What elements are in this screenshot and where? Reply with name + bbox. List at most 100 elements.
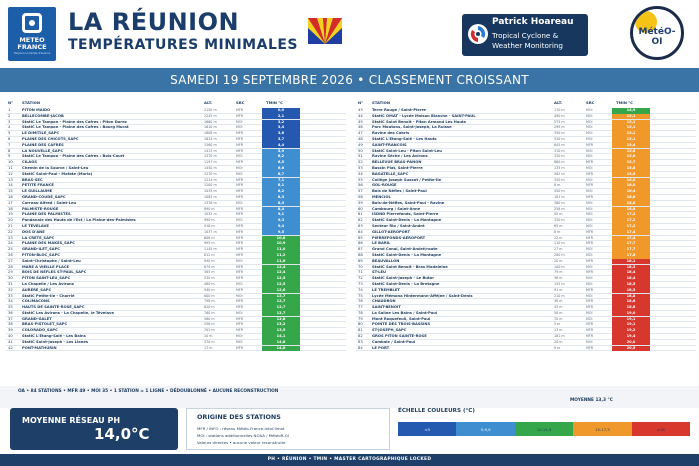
row-source: MOI — [586, 223, 593, 228]
row-tmin: 6,5 — [262, 160, 300, 166]
row-tmin: 12,8 — [262, 316, 300, 323]
row-altitude: 8 m — [554, 229, 561, 234]
row-tmin: 8,2 — [262, 189, 300, 195]
row-source: MOI — [586, 310, 593, 315]
table-row: 46 Parc Moutons, Saint-Joseph, La Ruisse 2… — [356, 125, 696, 132]
table-row: 40 StatIC L'Etang-Salé - Les Bains 10 m MOI… — [6, 334, 346, 340]
row-tmin: 17,7 — [612, 241, 650, 247]
row-rank: 20 — [8, 218, 13, 223]
row-altitude: 320 m — [554, 177, 565, 182]
row-source: MFR — [586, 345, 594, 350]
row-altitude: 13 m — [554, 328, 563, 333]
table-row: 76 CHAUDRON 38 m MFR 18,8 — [356, 299, 696, 306]
row-tmin: 8,3 — [262, 200, 300, 207]
row-rank: 71 — [358, 270, 363, 275]
row-tmin: 18,4 — [612, 276, 650, 282]
row-rank: 30 — [8, 276, 13, 281]
row-rank: 79 — [358, 316, 363, 321]
row-source: MOI — [586, 218, 593, 223]
row-altitude: 1214 m — [204, 177, 217, 182]
date-banner: SAMEDI 19 SEPTEMBRE 2026 • CLASSEMENT CR… — [0, 68, 699, 92]
row-altitude: 575 m — [554, 119, 565, 124]
row-altitude: 608 m — [204, 235, 215, 240]
row-tmin: 12,6 — [262, 287, 300, 294]
row-station: StatIC Saint-Joseph - Le Butor — [372, 276, 435, 281]
row-altitude: 27 m — [554, 247, 563, 252]
row-source: MFR — [236, 160, 244, 165]
row-station: PETITE FRANCE — [22, 183, 54, 188]
row-rank: 55 — [358, 177, 363, 182]
row-altitude: 460 m — [204, 281, 215, 286]
table-row: 2 BELLECOMBE-JACOB 2245 m MFR 2,1 — [6, 113, 346, 120]
row-altitude: 299 m — [554, 125, 565, 130]
row-station: PLAINE DES CAFRES — [22, 142, 64, 147]
row-source: MFR — [236, 345, 244, 350]
row-tmin: 18,3 — [612, 264, 650, 271]
table-row: 39 COLORADO_SAPC 702 m MFR 13,5 — [6, 328, 346, 335]
row-tmin: 18,5 — [612, 281, 650, 288]
row-station: COLORADO_SAPC — [22, 328, 58, 333]
average-value: 14,0°C — [94, 425, 150, 443]
table-row: 59 Bois-de-Nèfles, Saint-Paul - Ravine 380… — [356, 200, 696, 207]
row-source: MOI — [586, 276, 593, 281]
row-rank: 52 — [358, 160, 363, 165]
row-source: MFR — [236, 276, 244, 281]
row-station: MENCIOL — [372, 194, 391, 199]
row-station: GRAND-COUDE_SAPC — [22, 194, 66, 199]
row-tmin: 4,4 — [262, 142, 300, 149]
table-row: 35 HAUTS DE SAINTE-ROSE_SAPC 620 m MFR 12,7 — [6, 305, 346, 311]
row-source: MOI — [236, 125, 243, 130]
row-station: StatIC Saint Benoît - Piton Armand Les H… — [372, 119, 466, 124]
row-station: CILAOS — [22, 160, 38, 165]
row-rank: 39 — [8, 328, 13, 333]
row-station: Saint-Christophe / Saint-Leu — [22, 258, 81, 263]
row-station: La Saline Les Bains / Saint-Paul — [372, 310, 438, 315]
color-scale: <5 5-9,9 10-14,9 15-17,5 ≥18 — [398, 422, 691, 436]
row-source: MOI — [586, 165, 593, 170]
table-row: 61 ISDND Pierrefonds, Saint-Pierre 50 m MOI… — [356, 212, 696, 219]
row-station: Bassin Plat, Saint-Pierre — [372, 165, 423, 170]
row-source: MOI — [586, 264, 593, 269]
table-row: 13 BRAS-SEC 1214 m MFR 7,1 — [6, 177, 346, 184]
table-row: 38 BRAS-PISTOLET_SAPC 556 m MFR 13,2 — [6, 322, 346, 329]
row-source: MOI — [236, 200, 243, 205]
row-station: PLAINE DES PALMISTES — [22, 212, 71, 217]
header: METEO FRANCE Toujours un temps d'avance … — [0, 0, 699, 68]
row-altitude: 181 m — [554, 334, 565, 339]
row-altitude: 155 m — [554, 281, 565, 286]
row-altitude: 556 m — [204, 322, 215, 327]
row-source: MFR — [586, 241, 594, 246]
table-row: 6 PLAINE DES CHICOTS_SAPC 1834 m MFR 3,7 — [6, 136, 346, 143]
row-altitude: 940 m — [204, 287, 215, 292]
row-station: PITON SAINT-LEU_SAPC — [22, 276, 71, 281]
row-station: SAINT-BENOIT — [372, 305, 401, 310]
row-source: MFR — [236, 194, 244, 199]
row-station: BELLECOMBE-JACOB — [22, 113, 64, 118]
row-rank: 68 — [358, 252, 363, 257]
row-source: MFR — [586, 305, 594, 310]
row-rank: 44 — [358, 113, 363, 118]
table-row: 72 StatIC Saint-Joseph - Le Butor 36 m MOI 1… — [356, 276, 696, 282]
row-station: StatIC Saint-Denis - La Montagne — [372, 218, 442, 223]
row-altitude: 702 m — [204, 328, 215, 333]
page-subtitle: TEMPÉRATURES MINIMALES — [68, 37, 299, 53]
row-source: MFR — [236, 229, 244, 234]
row-tmin: 15,1 — [612, 119, 650, 126]
moyenne-label: MOYENNE 13,3 °C — [570, 398, 613, 403]
row-tmin: 17,2 — [612, 212, 650, 218]
row-tmin: 18,8 — [612, 299, 650, 305]
row-tmin: 14,9 — [612, 108, 650, 114]
row-altitude: 110 m — [554, 241, 565, 246]
meteo-france-logo: METEO FRANCE Toujours un temps d'avance — [8, 7, 56, 61]
row-rank: 56 — [358, 183, 363, 188]
average-label: MOYENNE RÉSEAU PH — [22, 416, 121, 425]
reunion-flag-icon — [308, 18, 342, 44]
table-row: 71 ST-LEU 79 m MFR 18,4 — [356, 270, 696, 277]
table-row: 74 LE TREMBLET 91 m MFR 18,5 — [356, 287, 696, 294]
row-source: MFR — [236, 305, 244, 310]
row-station: BEAUVALLON — [372, 258, 400, 263]
sources-line-2: MOI : stations additionnelles NOAA / Mét… — [197, 433, 289, 438]
row-source: MOI — [586, 113, 593, 118]
table-row: 56 GOL-ROUGE 8 m MFR 16,0 — [356, 183, 696, 190]
row-tmin: 18,8 — [612, 305, 650, 311]
